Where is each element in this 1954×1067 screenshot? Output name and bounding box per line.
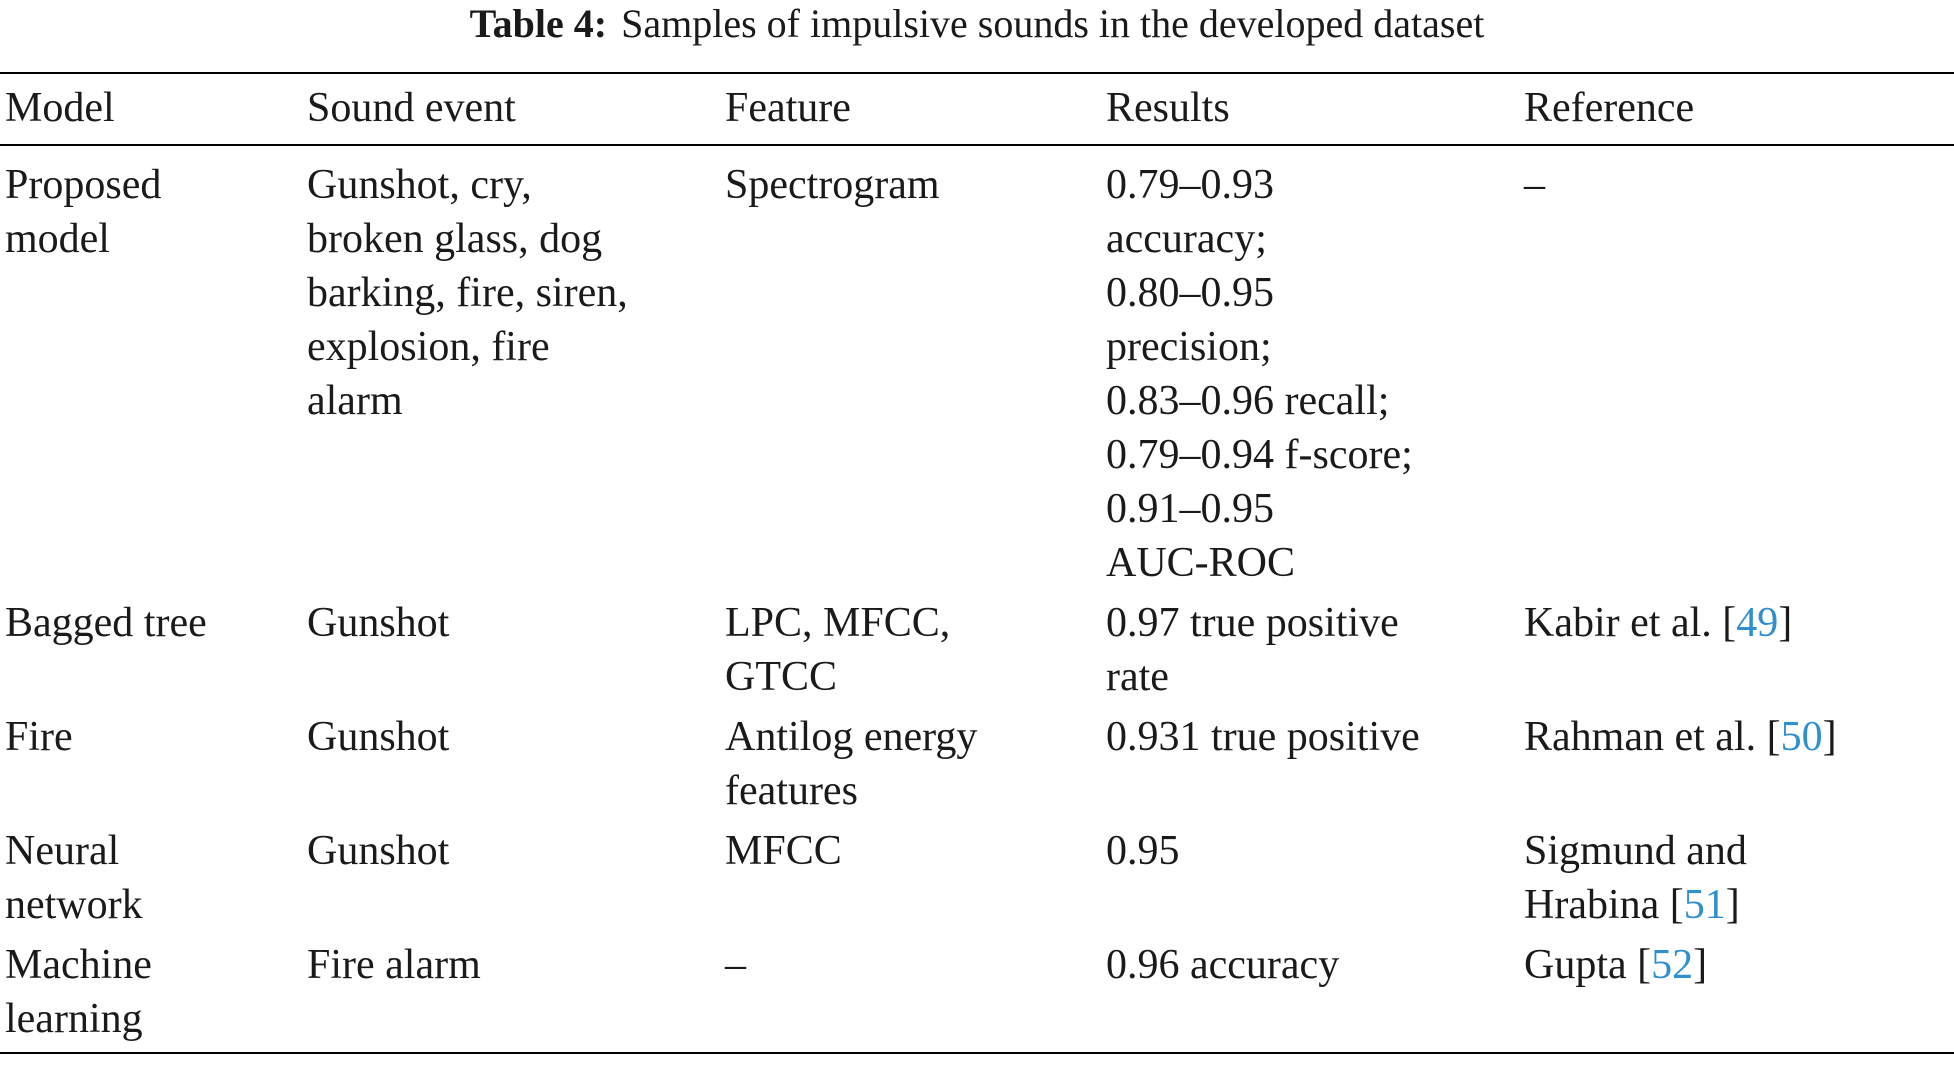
caption-label: Table 4: [469,1,608,46]
cell-sound-event: Gunshot, cry, broken glass, dog barking,… [302,145,720,596]
cell-sound-event: Gunshot [302,596,720,710]
cell-line: network [5,882,143,928]
cell-line: Gunshot, cry, [307,162,532,208]
cell-line: 0.79–0.93 [1106,162,1274,208]
cell-line: 0.95 [1106,828,1180,874]
cell-line: 0.80–0.95 [1106,270,1274,316]
cell-reference: Kabir et al. [49] [1519,596,1954,710]
cell-reference: – [1519,145,1954,596]
reference-text: Kabir et al. [ [1524,600,1737,646]
cell-feature: Spectrogram [720,145,1101,596]
citation-link[interactable]: 51 [1683,882,1726,928]
cell-model: Proposed model [0,145,302,596]
cell-sound-event: Gunshot [302,710,720,824]
cell-line: Spectrogram [725,162,940,208]
cell-results: 0.96 accuracy [1101,938,1519,1053]
table-header-row: Model Sound event Feature Results Refere… [0,73,1954,145]
reference-text: Gupta [ [1524,942,1652,988]
reference-bracket: ] [1725,882,1740,928]
cell-line: barking, fire, siren, [307,270,628,316]
cell-line: Proposed [5,162,162,208]
reference-bracket: ] [1693,942,1708,988]
cell-line: features [725,768,858,814]
reference-text: Rahman et al. [ [1524,714,1781,760]
reference-text: Sigmund and [1524,828,1747,874]
cell-line: LPC, MFCC, [725,600,951,646]
cell-feature: – [720,938,1101,1053]
cell-line: accuracy; [1106,216,1267,262]
reference-bracket: ] [1822,714,1837,760]
header-sound-event: Sound event [307,85,516,131]
cell-model: Bagged tree [0,596,302,710]
reference-text: – [1524,162,1545,208]
cell-line: broken glass, dog [307,216,603,262]
cell-feature: LPC, MFCC, GTCC [720,596,1101,710]
cell-line: 0.79–0.94 f-score; [1106,432,1413,478]
cell-line: 0.91–0.95 [1106,486,1274,532]
cell-feature: Antilog energy features [720,710,1101,824]
caption-text: Samples of impulsive sounds in the devel… [621,1,1485,46]
cell-line: Bagged tree [5,600,207,646]
header-model: Model [5,85,115,131]
cell-line: explosion, fire [307,324,550,370]
table-row: Neural network Gunshot MFCC 0.95 Sigmund… [0,824,1954,938]
header-results: Results [1106,85,1230,131]
cell-line: GTCC [725,654,838,700]
cell-sound-event: Fire alarm [302,938,720,1053]
cell-line: rate [1106,654,1169,700]
header-reference: Reference [1524,85,1695,131]
cell-model: Fire [0,710,302,824]
cell-line: – [725,942,746,988]
cell-model: Neural network [0,824,302,938]
citation-link[interactable]: 52 [1651,942,1694,988]
cell-results: 0.95 [1101,824,1519,938]
table-row: Proposed model Gunshot, cry, broken glas… [0,145,1954,596]
cell-results: 0.931 true positive [1101,710,1519,824]
cell-reference: Rahman et al. [50] [1519,710,1954,824]
cell-line: 0.931 true positive [1106,714,1420,760]
cell-line: Antilog energy [725,714,978,760]
cell-line: Gunshot [307,714,450,760]
citation-link[interactable]: 50 [1780,714,1823,760]
cell-line: 0.83–0.96 recall; [1106,378,1390,424]
cell-line: Machine [5,942,152,988]
cell-line: Fire alarm [307,942,481,988]
reference-bracket: ] [1778,600,1793,646]
results-table: Model Sound event Feature Results Refere… [0,72,1954,1054]
cell-reference: Gupta [52] [1519,938,1954,1053]
cell-line: 0.97 true positive [1106,600,1399,646]
cell-line: alarm [307,378,403,424]
cell-model: Machine learning [0,938,302,1053]
cell-line: Hrabina [51] [1524,878,1954,932]
cell-line: Gunshot [307,600,450,646]
cell-line: Gunshot [307,828,450,874]
table-row: Machine learning Fire alarm – 0.96 accur… [0,938,1954,1053]
cell-reference: Sigmund and Hrabina [51] [1519,824,1954,938]
cell-results: 0.79–0.93 accuracy; 0.80–0.95 precision;… [1101,145,1519,596]
cell-sound-event: Gunshot [302,824,720,938]
cell-line: learning [5,996,143,1042]
cell-line: Neural [5,828,120,874]
cell-line: model [5,216,110,262]
citation-link[interactable]: 49 [1736,600,1779,646]
cell-line: precision; [1106,324,1272,370]
header-feature: Feature [725,85,851,131]
reference-text: Hrabina [ [1524,882,1684,928]
table-row: Fire Gunshot Antilog energy features 0.9… [0,710,1954,824]
cell-line: 0.96 accuracy [1106,942,1340,988]
cell-feature: MFCC [720,824,1101,938]
cell-line: AUC-ROC [1106,540,1296,586]
cell-results: 0.97 true positive rate [1101,596,1519,710]
table-row: Bagged tree Gunshot LPC, MFCC, GTCC 0.97… [0,596,1954,710]
cell-line: Fire [5,714,73,760]
cell-line: MFCC [725,828,842,874]
table-caption: Table 4: Samples of impulsive sounds in t… [0,0,1954,48]
